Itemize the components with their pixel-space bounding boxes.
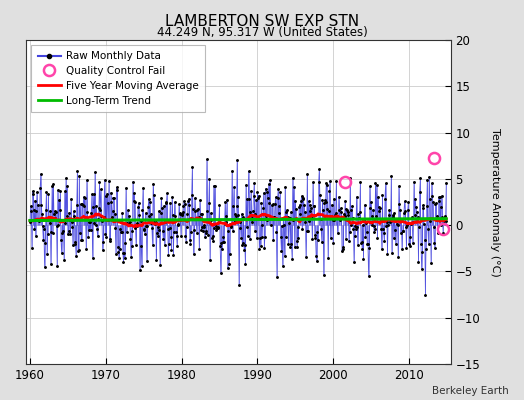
Legend: Raw Monthly Data, Quality Control Fail, Five Year Moving Average, Long-Term Tren: Raw Monthly Data, Quality Control Fail, … bbox=[31, 45, 205, 112]
Y-axis label: Temperature Anomaly (°C): Temperature Anomaly (°C) bbox=[490, 128, 500, 276]
Text: 44.249 N, 95.317 W (United States): 44.249 N, 95.317 W (United States) bbox=[157, 26, 367, 39]
Text: Berkeley Earth: Berkeley Earth bbox=[432, 386, 508, 396]
Text: LAMBERTON SW EXP STN: LAMBERTON SW EXP STN bbox=[165, 14, 359, 29]
